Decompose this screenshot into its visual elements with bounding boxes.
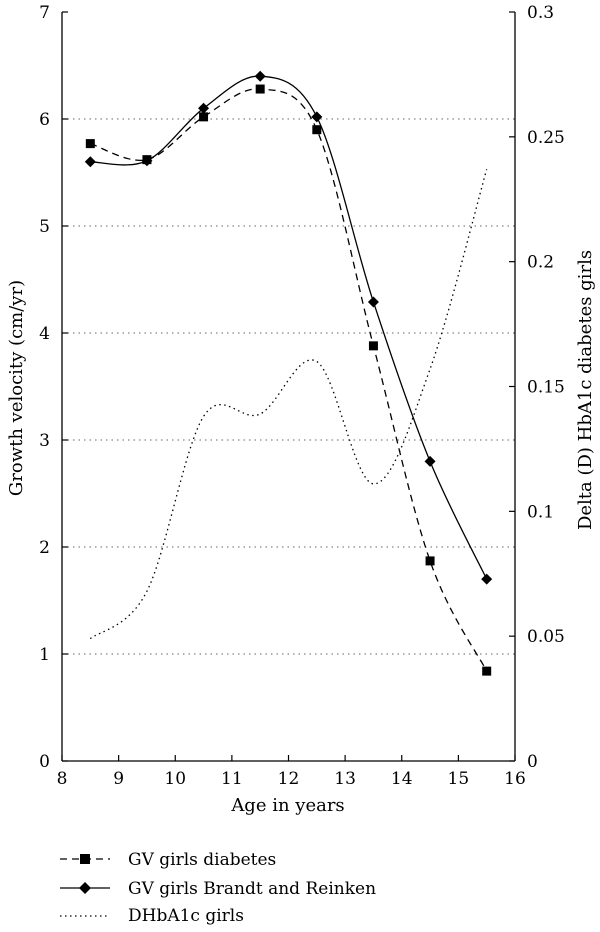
- legend-item-gv-brandt: GV girls Brandt and Reinken: [60, 879, 376, 899]
- series-lines: [84, 70, 493, 676]
- series-line-2: [89, 169, 488, 640]
- x-tick-label: 10: [164, 769, 186, 789]
- x-tick-label: 12: [278, 769, 300, 789]
- y-right-tick-label: 0.3: [527, 3, 554, 23]
- y-left-tick-label: 5: [39, 217, 50, 237]
- y-right-tick-label: 0.15: [527, 378, 565, 398]
- y-left-tick-label: 7: [39, 3, 50, 23]
- y-left-tick-label: 3: [39, 431, 50, 451]
- data-point-square: [85, 139, 95, 149]
- data-point-diamond: [198, 102, 210, 114]
- series-line-1: [90, 75, 488, 580]
- axes: [61, 11, 516, 762]
- legend-marker-square: [80, 854, 90, 864]
- data-point-square: [482, 666, 492, 676]
- data-point-square: [255, 84, 265, 94]
- data-point-diamond: [481, 573, 493, 585]
- legend: GV girls diabetes GV girls Brandt and Re…: [60, 850, 376, 926]
- y-axis-right-title: Delta (D) HbA1c diabetes girls: [575, 250, 596, 530]
- data-point-diamond: [367, 296, 379, 308]
- y-left-tick-label: 1: [39, 645, 50, 665]
- x-tick-label: 15: [448, 769, 470, 789]
- legend-label-dhba1c: DHbA1c girls: [128, 906, 244, 926]
- tick-labels: 8 9 10 11 12 13 14 15 160123456700.050.10.150.20…: [39, 3, 565, 789]
- y-right-tick-label: 0: [527, 752, 538, 772]
- y-right-tick-label: 0.25: [527, 128, 565, 148]
- legend-marker-diamond: [79, 882, 91, 894]
- y-right-tick-label: 0.2: [527, 253, 554, 273]
- legend-item-gv-diabetes: GV girls diabetes: [60, 850, 276, 870]
- x-tick-label: 11: [221, 769, 243, 789]
- y-left-tick-label: 6: [39, 110, 50, 130]
- x-tick-label: 8: [57, 769, 68, 789]
- y-left-tick-label: 4: [39, 324, 50, 344]
- data-point-square: [199, 112, 209, 122]
- y-axis-left-title: Growth velocity (cm/yr): [6, 280, 27, 496]
- x-tick-label: 13: [334, 769, 356, 789]
- y-left-tick-label: 2: [39, 538, 50, 558]
- data-point-diamond: [311, 111, 323, 123]
- y-left-tick-label: 0: [39, 752, 50, 772]
- x-tick-label: 9: [113, 769, 124, 789]
- data-point-diamond: [254, 70, 266, 82]
- legend-label-gv-diabetes: GV girls diabetes: [128, 850, 276, 870]
- data-point-diamond: [84, 156, 96, 168]
- x-tick-label: 16: [504, 769, 526, 789]
- data-point-diamond: [424, 455, 436, 467]
- series-line-0: [90, 88, 488, 672]
- y-right-tick-label: 0.05: [527, 627, 565, 647]
- x-axis-title: Age in years: [230, 795, 344, 816]
- grid-lines: [62, 118, 515, 655]
- data-point-diamond: [141, 155, 153, 167]
- y-right-tick-label: 0.1: [527, 502, 554, 522]
- legend-label-gv-brandt: GV girls Brandt and Reinken: [128, 879, 376, 899]
- data-point-square: [368, 341, 378, 351]
- data-point-square: [425, 556, 435, 566]
- legend-item-dhba1c: DHbA1c girls: [60, 906, 244, 926]
- data-point-square: [312, 125, 322, 135]
- x-tick-label: 14: [391, 769, 413, 789]
